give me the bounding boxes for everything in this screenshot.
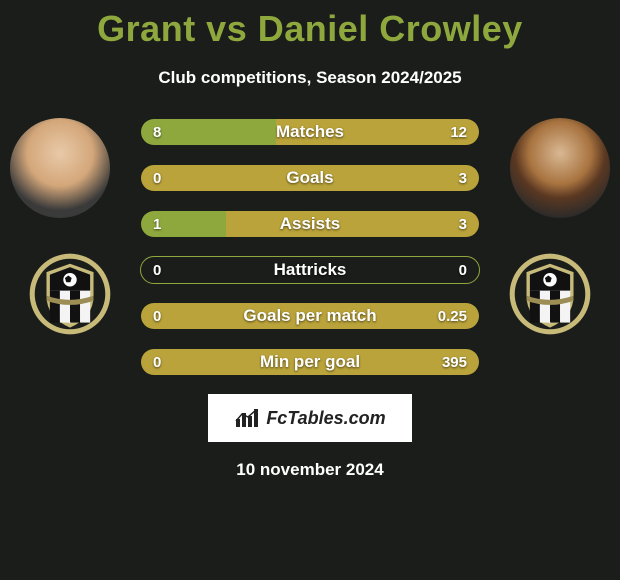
stat-row: Min per goal0 395 — [140, 348, 480, 376]
stat-value-left: 0 — [141, 165, 173, 191]
notts-county-crest-icon — [508, 252, 592, 336]
stat-value-right: 0.25 — [426, 303, 479, 329]
stat-row: Assists1 3 — [140, 210, 480, 238]
stat-value-right: 0 — [447, 257, 479, 283]
stat-value-left: 8 — [141, 119, 173, 145]
stat-value-left: 0 — [141, 303, 173, 329]
player-left-avatar — [10, 118, 110, 218]
watermark: FcTables.com — [208, 394, 412, 442]
headshot-placeholder — [10, 118, 110, 218]
stat-value-right: 395 — [430, 349, 479, 375]
stat-row: Goals0 3 — [140, 164, 480, 192]
stat-label: Goals — [141, 165, 479, 191]
stat-value-left: 1 — [141, 211, 173, 237]
watermark-text: FcTables.com — [266, 408, 385, 429]
player-right-avatar — [510, 118, 610, 218]
stat-row: Matches8 12 — [140, 118, 480, 146]
stat-value-left: 0 — [141, 349, 173, 375]
page-title: Grant vs Daniel Crowley — [0, 0, 620, 50]
comparison-panel: Matches812Goals03Assists13Hattricks00Goa… — [0, 118, 620, 480]
headshot-placeholder — [510, 118, 610, 218]
stat-value-right: 3 — [447, 211, 479, 237]
subtitle: Club competitions, Season 2024/2025 — [0, 68, 620, 88]
stat-label: Assists — [141, 211, 479, 237]
notts-county-crest-icon — [28, 252, 112, 336]
club-left-crest — [28, 252, 112, 336]
stat-label: Matches — [141, 119, 479, 145]
stat-label: Min per goal — [141, 349, 479, 375]
stat-value-left: 0 — [141, 257, 173, 283]
snapshot-date: 10 november 2024 — [0, 460, 620, 480]
stat-bars: Matches812Goals03Assists13Hattricks00Goa… — [140, 118, 480, 376]
club-right-crest — [508, 252, 592, 336]
stat-row: Goals per match00.25 — [140, 302, 480, 330]
stat-value-right: 12 — [438, 119, 479, 145]
stat-row: Hattricks0 0 — [140, 256, 480, 284]
stat-label: Hattricks — [141, 257, 479, 283]
stat-value-right: 3 — [447, 165, 479, 191]
bar-chart-icon — [234, 407, 260, 429]
